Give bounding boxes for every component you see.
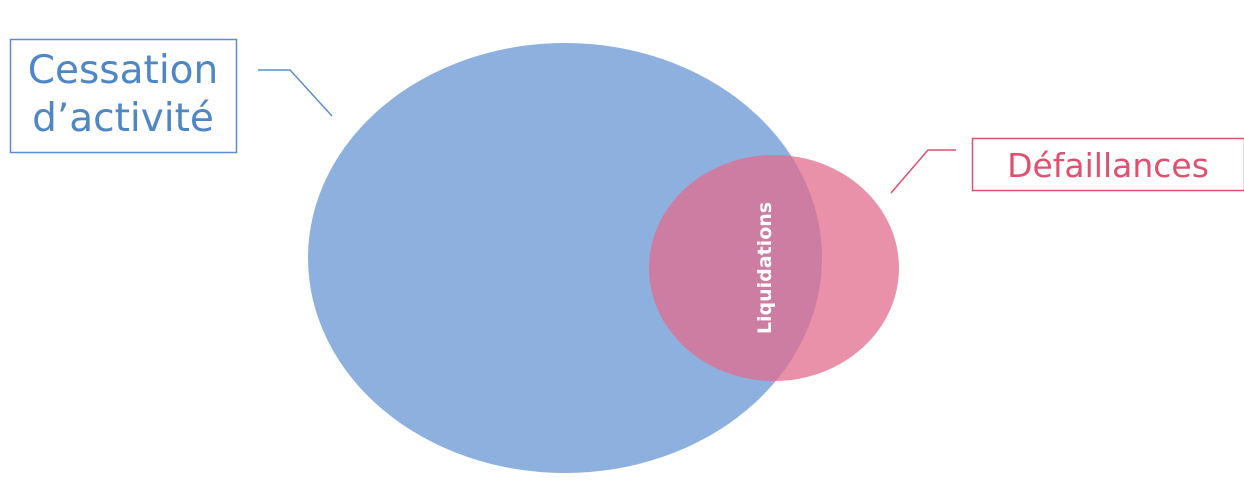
label-box	[9, 38, 238, 154]
set-label: d’activité	[32, 96, 214, 141]
set-circle-cessation	[308, 43, 822, 473]
leader-line	[258, 69, 333, 117]
set-label: Défaillances	[1007, 146, 1209, 185]
leader-line	[890, 149, 956, 194]
set-circle-defaillances	[649, 155, 899, 381]
set-label: Cessation	[28, 48, 218, 93]
label-box	[971, 137, 1244, 192]
intersection-label: Liquidations	[754, 202, 776, 334]
